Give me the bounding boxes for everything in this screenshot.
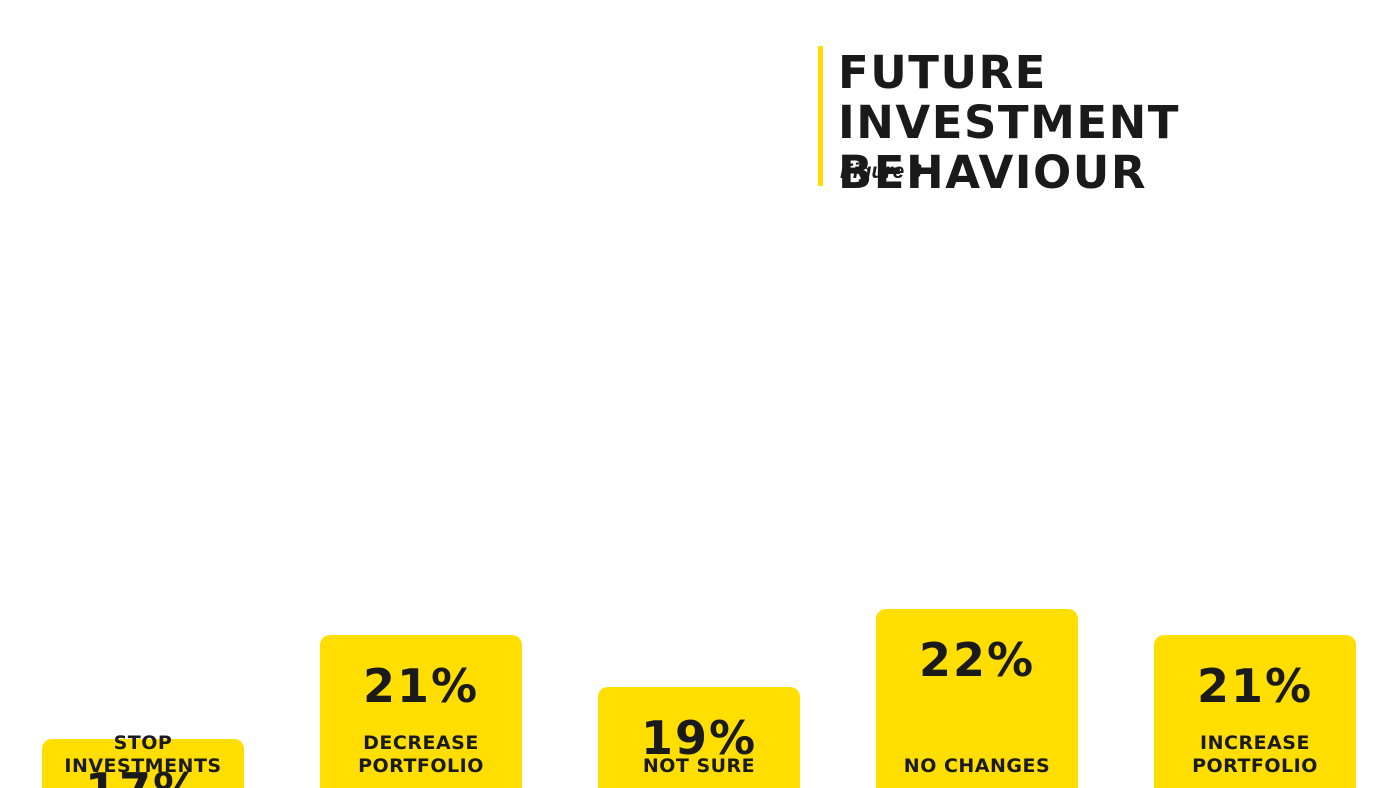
category-label-2-line-0: NOT SURE: [643, 755, 755, 777]
category-label-4-line-0: INCREASE: [1200, 732, 1310, 754]
category-label-1-line-0: DECREASE: [363, 732, 479, 754]
bar-value-label-0: 17%: [85, 763, 201, 788]
category-label-4-line-1: PORTFOLIO: [1192, 755, 1318, 777]
category-label-1-line-1: PORTFOLIO: [358, 755, 484, 777]
chart-title: FUTURE INVESTMENT BEHAVIOUR: [838, 46, 1180, 199]
bar-4: [1154, 635, 1356, 788]
bar-value-label-2: 19%: [641, 711, 757, 765]
bar-value-label-1: 21%: [363, 659, 479, 713]
bar-value-label-4: 21%: [1197, 659, 1313, 713]
category-label-3-line-0: NO CHANGES: [904, 755, 1050, 777]
bar-1: [320, 635, 522, 788]
bar-2: [598, 687, 800, 788]
bar-0: [42, 739, 244, 788]
bar-group-2: 19%NOT SURE: [598, 687, 800, 788]
chart-subtitle: Figure 3: [840, 160, 922, 183]
category-label-0-line-1: INVESTMENTS: [64, 755, 221, 777]
bar-group-3: 22% NO CHANGES: [876, 609, 1078, 788]
bar-3: [876, 609, 1078, 788]
title-accent-bar: [818, 46, 823, 186]
category-label-0-line-0: STOP: [114, 732, 173, 754]
bar-value-label-3: 22%: [919, 633, 1035, 687]
